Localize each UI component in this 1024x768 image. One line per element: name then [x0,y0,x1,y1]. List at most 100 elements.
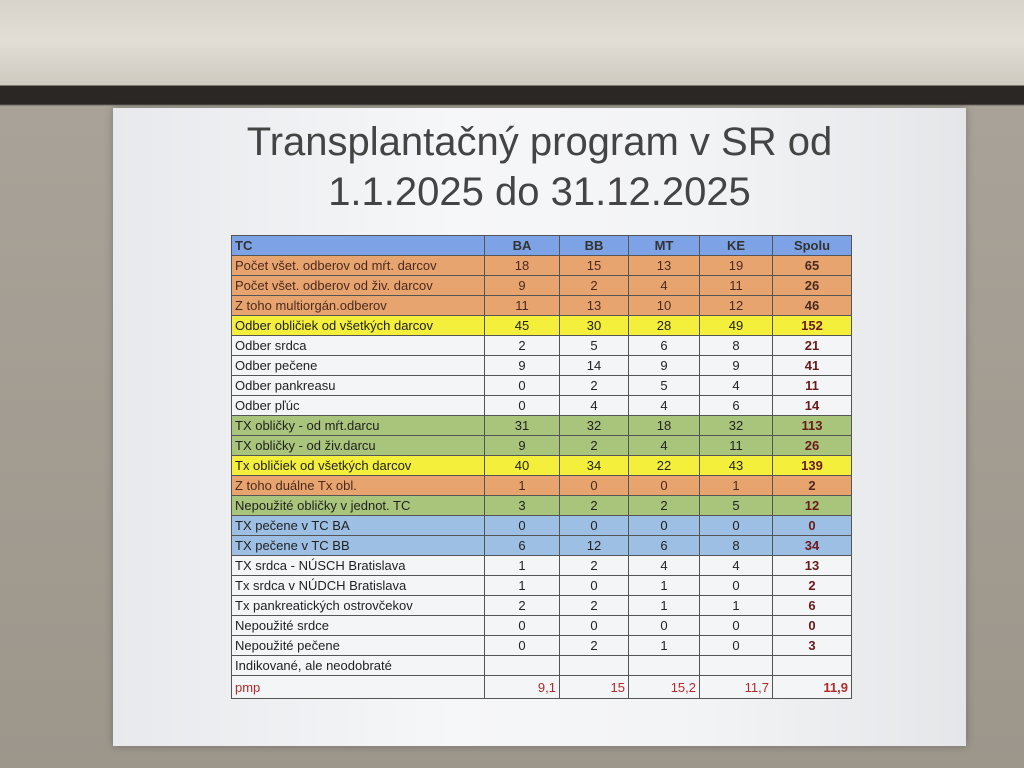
row-label: Nepoužité pečene [231,635,485,656]
table-row: Odber pľúc 0 4 4 6 14 [231,395,852,416]
table-row: Nepoužité pečene 0 2 1 0 3 [231,635,852,656]
table-cell: 2 [559,275,629,296]
table-row: Odber srdca 2 5 6 8 21 [231,335,852,356]
table-row: Nepoužité srdce 0 0 0 0 0 [231,615,852,636]
row-label: Odber pľúc [231,395,485,416]
table-cell: 0 [484,515,560,536]
table-cell: 32 [559,415,629,436]
table-cell: 11 [699,275,773,296]
table-row: Počet všet. odberov od živ. darcov 9 2 4 11 2… [231,275,852,296]
table-cell: 34 [772,535,852,556]
table-row: Tx pankreatických ostrovčekov 2 2 1 1 6 [231,595,852,616]
table-cell: 34 [559,455,629,476]
table-cell: 2 [559,555,629,576]
table-cell: 13 [628,255,700,276]
table-cell [772,655,852,676]
table-cell [484,655,560,676]
table-cell: 9 [484,275,560,296]
table-cell: 6 [628,535,700,556]
table-cell: 9 [484,435,560,456]
table-cell: 1 [484,575,560,596]
table-cell: 4 [699,555,773,576]
table-cell: 9 [628,355,700,376]
table-cell: 45 [484,315,560,336]
table-cell: 9 [484,355,560,376]
table-cell: 139 [772,455,852,476]
table-cell: 2 [559,635,629,656]
table-cell: 6 [772,595,852,616]
table-row: Tx obličiek od všetkých darcov 40 34 22 43 13… [231,455,852,476]
table-cell: Spolu [772,235,852,256]
table-cell: 22 [628,455,700,476]
table-cell: 28 [628,315,700,336]
table-row: Počet všet. odberov od mŕt. darcov 18 15 13… [231,255,852,276]
table-cell [628,655,700,676]
row-label: pmp [231,675,485,699]
table-cell: 15 [559,255,629,276]
table-cell: 43 [699,455,773,476]
table-cell: 0 [559,515,629,536]
table-cell: 2 [559,375,629,396]
table-row: pmp 9,1 15 15,2 11,7 11,9 [231,675,852,699]
table-cell: 12 [772,495,852,516]
table-row: Z toho duálne Tx obl. 1 0 0 1 2 [231,475,852,496]
table-cell: 26 [772,435,852,456]
table-cell: 65 [772,255,852,276]
table-cell: 9,1 [484,675,560,699]
row-label: Tx pankreatických ostrovčekov [231,595,485,616]
table-cell: 6 [628,335,700,356]
table-cell: 11 [699,435,773,456]
table-cell: 12 [699,295,773,316]
row-label: TX obličky - od živ.darcu [231,435,485,456]
row-label: Odber srdca [231,335,485,356]
table-cell: 0 [628,475,700,496]
table-cell: 11 [772,375,852,396]
table-cell: 19 [699,255,773,276]
table-cell: 2 [772,575,852,596]
table-cell [559,655,629,676]
row-label: Nepoužité srdce [231,615,485,636]
table-cell: 0 [484,375,560,396]
row-label: TX srdca - NÚSCH Bratislava [231,555,485,576]
table-row: TX obličky - od živ.darcu 9 2 4 11 26 [231,435,852,456]
row-label: Odber pankreasu [231,375,485,396]
table-cell: 8 [699,335,773,356]
table-row: Z toho multiorgán.odberov 11 13 10 12 46 [231,295,852,316]
table-cell: BB [559,235,629,256]
table-cell: 2 [559,595,629,616]
table-cell: 9 [699,355,773,376]
table-cell: 0 [559,615,629,636]
table-cell: 32 [699,415,773,436]
table-cell: 0 [699,575,773,596]
table-cell: 13 [559,295,629,316]
table-cell: 40 [484,455,560,476]
row-label: Z toho duálne Tx obl. [231,475,485,496]
table-row: TX pečene v TC BB 6 12 6 8 34 [231,535,852,556]
table-cell: 11,9 [772,675,852,699]
table-row: TX srdca - NÚSCH Bratislava 1 2 4 4 13 [231,555,852,576]
table-cell: 11 [484,295,560,316]
table-cell: 1 [628,635,700,656]
row-label: TX pečene v TC BA [231,515,485,536]
table-cell: 2 [628,495,700,516]
table-cell: 0 [484,615,560,636]
table-cell: 1 [628,575,700,596]
table-cell: 4 [559,395,629,416]
table-cell: 0 [699,635,773,656]
table-row: TC BA BB MT KE Spolu [231,235,852,256]
table-cell: 2 [559,495,629,516]
table-cell: 11,7 [699,675,773,699]
table-row: Odber obličiek od všetkých darcov 45 30 28 4… [231,315,852,336]
table-cell: 30 [559,315,629,336]
table-cell: 26 [772,275,852,296]
table-cell: 3 [772,635,852,656]
table-cell: 0 [559,575,629,596]
table-cell: 49 [699,315,773,336]
table-cell: 14 [772,395,852,416]
table-cell: MT [628,235,700,256]
row-label: Počet všet. odberov od mŕt. darcov [231,255,485,276]
table-cell: 2 [484,335,560,356]
table-cell: 2 [484,595,560,616]
table-cell: 4 [699,375,773,396]
